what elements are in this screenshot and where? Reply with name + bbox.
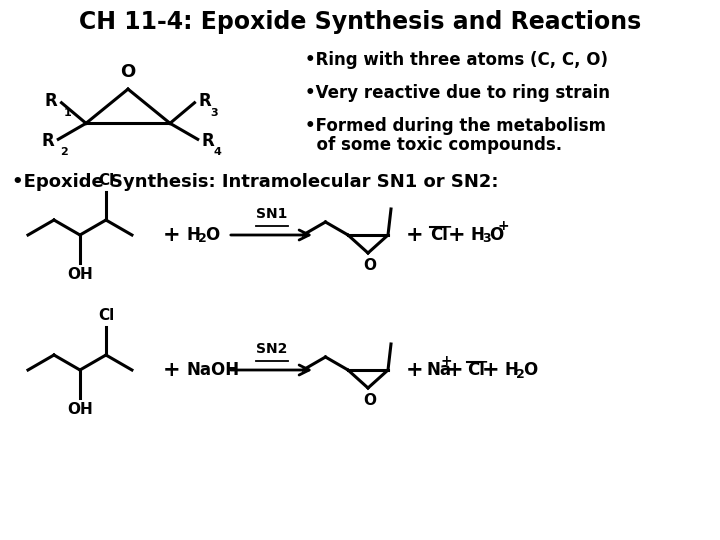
Text: Cl: Cl xyxy=(98,173,114,188)
Text: 2: 2 xyxy=(198,233,207,246)
Text: Cl: Cl xyxy=(98,308,114,323)
Text: +: + xyxy=(482,360,500,380)
Text: −: − xyxy=(476,354,488,368)
Text: 2: 2 xyxy=(60,147,68,157)
Text: •Epoxide Synthesis: Intramolecular SN1 or SN2:: •Epoxide Synthesis: Intramolecular SN1 o… xyxy=(12,173,498,191)
Text: +: + xyxy=(406,225,424,245)
Text: +: + xyxy=(163,225,181,245)
Text: R: R xyxy=(42,132,54,150)
Text: +: + xyxy=(446,360,464,380)
Text: R: R xyxy=(202,132,215,150)
Text: O: O xyxy=(205,226,220,244)
Text: Cl: Cl xyxy=(430,226,448,244)
Text: OH: OH xyxy=(67,402,93,417)
Text: Na: Na xyxy=(427,361,452,379)
Text: O: O xyxy=(120,63,135,81)
Text: 1: 1 xyxy=(63,108,71,118)
Text: R: R xyxy=(199,92,211,110)
Text: 3: 3 xyxy=(210,108,218,118)
Text: H: H xyxy=(504,361,518,379)
Text: 3: 3 xyxy=(482,233,490,246)
Text: H: H xyxy=(470,226,484,244)
Text: OH: OH xyxy=(67,267,93,282)
Text: H: H xyxy=(186,226,200,244)
Text: •Very reactive due to ring strain: •Very reactive due to ring strain xyxy=(305,84,610,102)
Text: NaOH: NaOH xyxy=(186,361,239,379)
Text: +: + xyxy=(448,225,466,245)
Text: 2: 2 xyxy=(516,368,525,381)
Text: SN2: SN2 xyxy=(256,342,287,356)
Text: •Formed during the metabolism: •Formed during the metabolism xyxy=(305,117,606,135)
Text: •Ring with three atoms (C, C, O): •Ring with three atoms (C, C, O) xyxy=(305,51,608,69)
Text: R: R xyxy=(45,92,58,110)
Text: SN1: SN1 xyxy=(256,207,287,221)
Text: O: O xyxy=(523,361,537,379)
Text: O: O xyxy=(364,258,377,273)
Text: +: + xyxy=(498,219,509,233)
Text: 4: 4 xyxy=(214,147,222,157)
Text: +: + xyxy=(440,354,452,368)
Text: CH 11-4: Epoxide Synthesis and Reactions: CH 11-4: Epoxide Synthesis and Reactions xyxy=(79,10,641,34)
Text: −: − xyxy=(440,219,452,233)
Text: O: O xyxy=(364,393,377,408)
Text: of some toxic compounds.: of some toxic compounds. xyxy=(305,136,562,154)
Text: +: + xyxy=(163,360,181,380)
Text: Cl: Cl xyxy=(467,361,485,379)
Text: O: O xyxy=(489,226,503,244)
Text: +: + xyxy=(406,360,424,380)
